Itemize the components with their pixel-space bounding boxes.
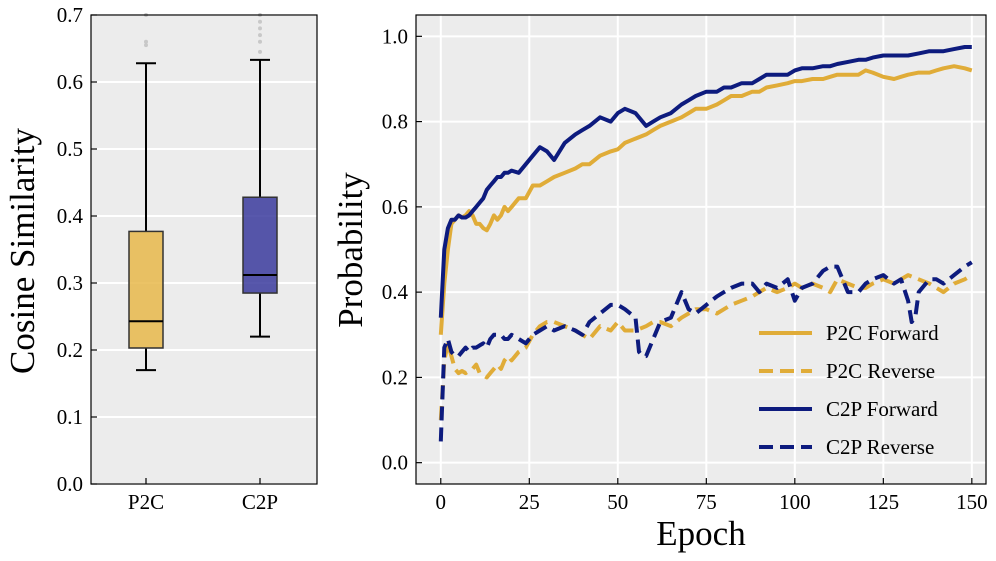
line-series-group — [438, 45, 973, 442]
boxplot-y-tick-label: 0.3 — [57, 271, 83, 295]
boxplot-x-tick-label: C2P — [242, 490, 278, 514]
legend: P2C Forward P2C Reverse C2P Forward C2P Rev… — [759, 321, 939, 459]
line-y-tick-label: 0.2 — [382, 365, 408, 389]
boxplot-y-axis-label: Cosine Similarity — [3, 128, 42, 374]
boxplot-y-tick-label: 0.6 — [57, 70, 83, 94]
outlier-point — [258, 19, 262, 24]
outlier-point — [258, 33, 262, 38]
box-iqr — [242, 196, 278, 294]
line-x-tick-label: 50 — [607, 490, 628, 514]
boxplot-y-tick-label: 0.4 — [57, 204, 84, 228]
legend-label: C2P Reverse — [826, 435, 934, 459]
legend-label: P2C Forward — [826, 321, 939, 345]
line-x-axis-label: Epoch — [656, 514, 746, 553]
boxplot-y-tick-label: 0.7 — [57, 3, 83, 27]
outlier-point — [258, 26, 262, 31]
boxplot-frame — [90, 14, 318, 485]
outlier-point — [258, 39, 262, 44]
series-c2p-forward — [438, 45, 972, 318]
box-c2p — [242, 13, 278, 338]
outlier-point — [144, 43, 148, 48]
line-y-tick-label: 0.0 — [382, 451, 408, 475]
line-x-ticks: 0 25 50 75 100 125 150 — [436, 478, 988, 514]
series-p2c-forward — [438, 64, 973, 335]
outlier-point — [258, 49, 262, 54]
line-panel: 0.0 0.2 0.4 0.6 0.8 1.0 0 25 50 75 100 125 150 Prob… — [331, 14, 988, 553]
boxplot-panel: 0.0 0.1 0.2 0.3 0.4 0.5 0.6 0.7 P2C C2P Cosine S… — [3, 3, 318, 514]
line-y-axis-label: Probability — [331, 172, 370, 328]
series-c2p-reverse — [438, 260, 973, 442]
boxplot-y-tick-label: 0.1 — [57, 405, 83, 429]
boxplot-marks — [128, 13, 278, 372]
line-gridlines — [416, 15, 986, 484]
legend-label: C2P Forward — [826, 397, 938, 421]
boxplot-plot-background — [91, 15, 317, 484]
line-y-tick-label: 0.8 — [382, 110, 408, 134]
box-p2c — [128, 13, 164, 372]
boxplot-y-tick-label: 0.0 — [57, 472, 83, 496]
boxplot-x-ticks: P2C C2P — [128, 478, 278, 514]
box-iqr — [128, 230, 164, 349]
boxplot-y-tick-label: 0.2 — [57, 338, 83, 362]
legend-label: P2C Reverse — [826, 359, 935, 383]
line-frame — [415, 14, 987, 485]
line-y-tick-label: 0.4 — [382, 280, 409, 304]
line-x-tick-label: 150 — [956, 490, 988, 514]
line-y-tick-label: 1.0 — [382, 24, 408, 48]
line-x-tick-label: 125 — [868, 490, 900, 514]
boxplot-x-tick-label: P2C — [128, 490, 164, 514]
line-y-ticks: 0.0 0.2 0.4 0.6 0.8 1.0 — [382, 24, 422, 475]
line-x-tick-label: 75 — [696, 490, 717, 514]
outlier-point — [144, 39, 148, 44]
line-x-tick-label: 25 — [519, 490, 540, 514]
boxplot-y-ticks: 0.0 0.1 0.2 0.3 0.4 0.5 0.6 0.7 — [57, 3, 97, 496]
line-y-tick-label: 0.6 — [382, 195, 408, 219]
line-x-tick-label: 100 — [779, 490, 811, 514]
line-x-tick-label: 0 — [436, 490, 447, 514]
boxplot-y-tick-label: 0.5 — [57, 137, 83, 161]
